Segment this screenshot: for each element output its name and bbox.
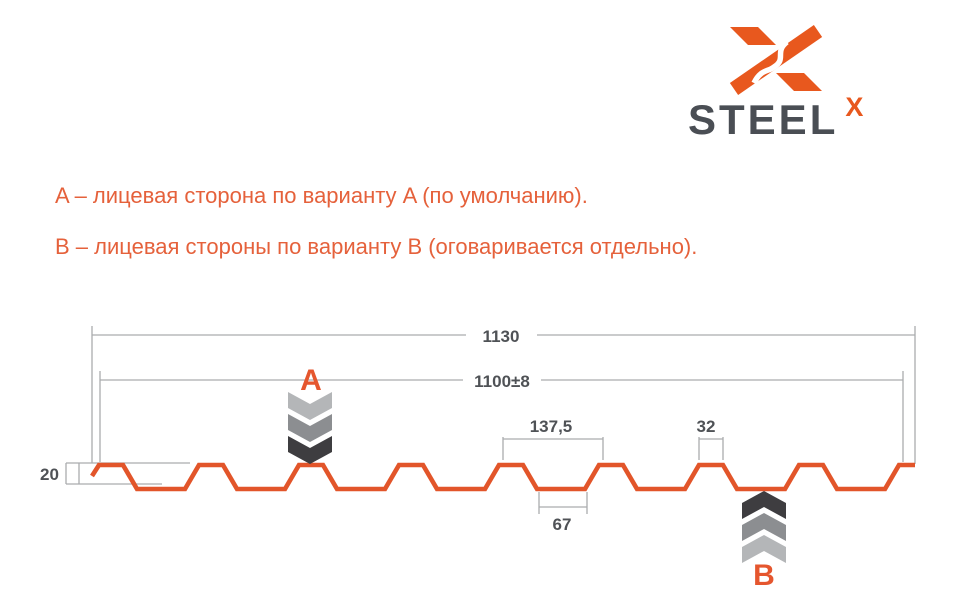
dimension-total-width: 1130 [91, 326, 916, 464]
logo-s-gap [751, 39, 789, 85]
dimension-valley: 67 [538, 492, 588, 534]
dimension-pitch: 137,5 [502, 417, 604, 460]
logo-arm-bottom-right [776, 73, 822, 91]
dimension-height: 20 [40, 462, 190, 485]
note-variant-a: A – лицевая сторона по варианту A (по ум… [55, 183, 588, 208]
marker-a-letter: A [300, 364, 322, 397]
chevron-up-icon [742, 513, 786, 541]
note-variant-b: B – лицевая стороны по варианту B (огова… [55, 234, 698, 259]
dim-label-20: 20 [40, 465, 59, 484]
dimension-rib-top: 32 [697, 417, 724, 460]
marker-a: A [288, 364, 332, 464]
triple-chevron-down-icon [288, 392, 332, 464]
steelx-logo-icon [729, 25, 823, 95]
chevron-down-icon [288, 436, 332, 464]
dimension-working-width: 1100±8 [99, 371, 904, 462]
dim-label-67: 67 [553, 515, 572, 534]
brand-wordmark: STEEL X [688, 92, 863, 143]
brand-sup-x: X [845, 92, 864, 122]
chevron-down-icon [288, 414, 332, 442]
dim-label-1100: 1100±8 [474, 372, 530, 391]
chevron-up-icon [742, 535, 786, 563]
brand-text: STEEL [688, 96, 839, 143]
dim-label-137-5: 137,5 [530, 417, 573, 436]
dim-label-1130: 1130 [483, 327, 520, 346]
triple-chevron-up-icon [742, 491, 786, 563]
chevron-down-icon [288, 392, 332, 420]
marker-b: B [742, 491, 786, 592]
logo-band [729, 25, 823, 95]
marker-b-letter: B [753, 559, 775, 592]
chevron-up-icon [742, 491, 786, 519]
logo-arm-top-left [730, 27, 776, 45]
sheet-profile-outline [90, 462, 915, 492]
dim-label-32: 32 [697, 417, 716, 436]
